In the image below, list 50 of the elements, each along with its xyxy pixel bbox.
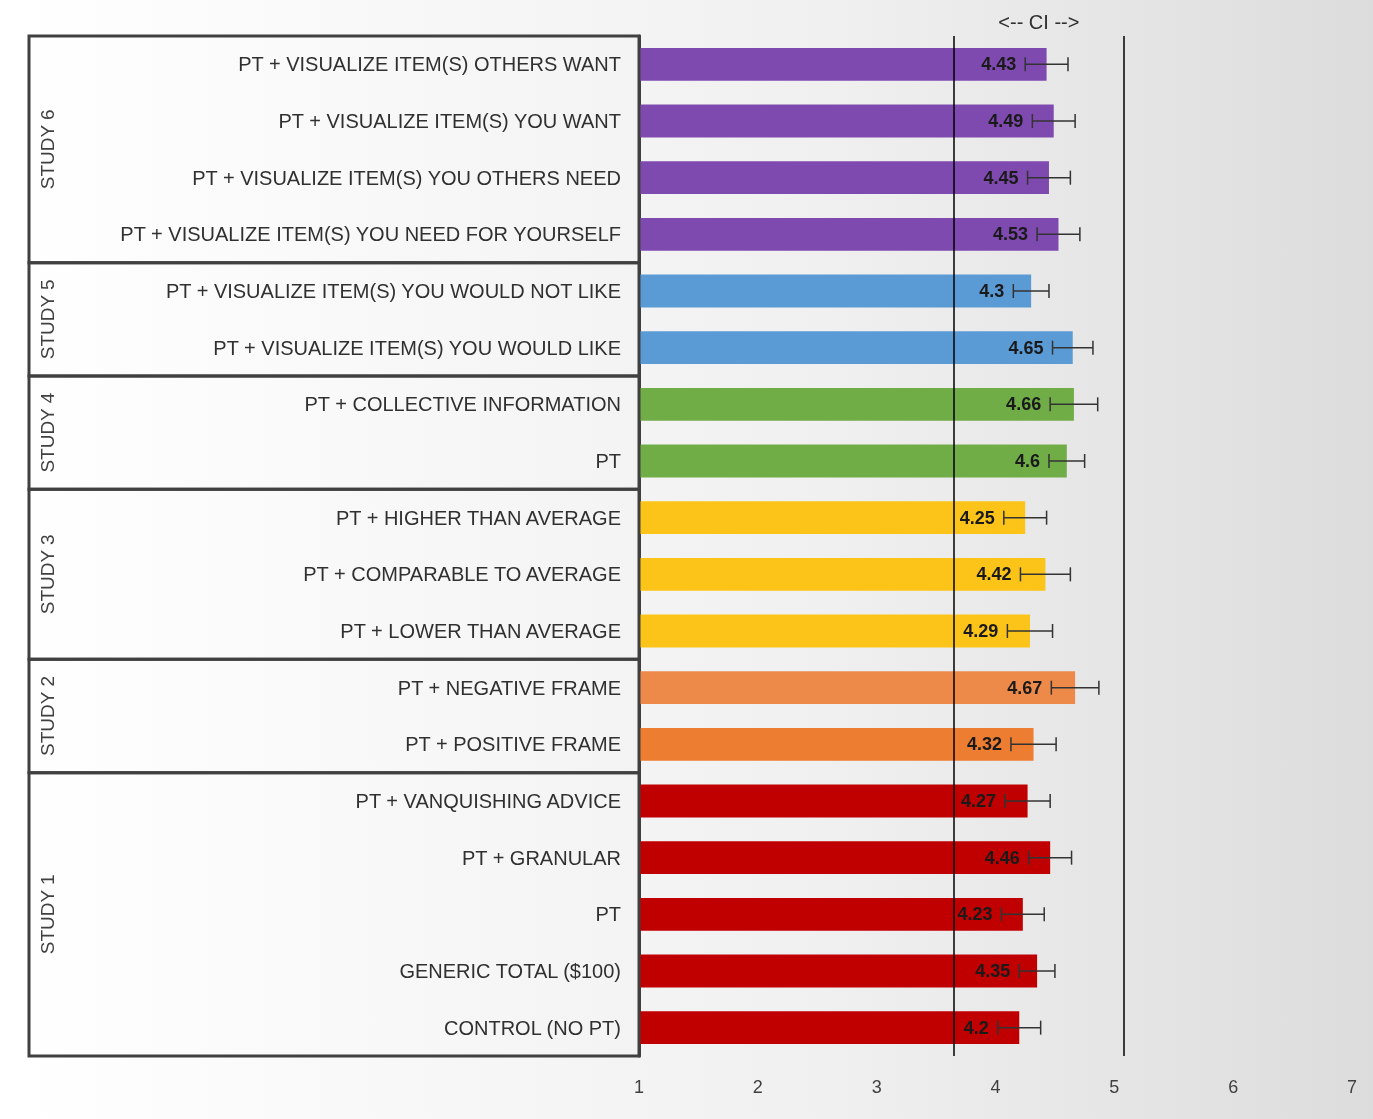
text: STUDY 1 bbox=[36, 874, 58, 955]
x-tick-label: 4 bbox=[990, 1077, 1001, 1097]
data-label: 4.42 bbox=[976, 564, 1012, 585]
data-label: 4.66 bbox=[1006, 394, 1042, 415]
data-label: 4.49 bbox=[988, 111, 1024, 131]
data-label: 4.53 bbox=[993, 224, 1029, 245]
data-label: 4.32 bbox=[966, 734, 1002, 755]
text: STUDY 2 bbox=[36, 676, 58, 756]
text: STUDY 3 bbox=[36, 534, 58, 615]
data-label: 4.67 bbox=[1007, 677, 1043, 698]
y-tick-label: PT + VISUALIZE ITEM(S) YOU WANT bbox=[278, 110, 621, 132]
data-label: 4.25 bbox=[959, 507, 995, 528]
y-tick-label: PT bbox=[595, 450, 621, 472]
y-tick-label: PT + POSITIVE FRAME bbox=[405, 733, 621, 756]
data-label: 4.35 bbox=[975, 961, 1011, 981]
text: <-- CI --> bbox=[998, 11, 1080, 33]
y-tick-label: PT + VISUALIZE ITEM(S) OTHERS WANT bbox=[238, 53, 621, 76]
x-tick-label: 7 bbox=[1346, 1077, 1358, 1097]
y-tick-label: PT + HIGHER THAN AVERAGE bbox=[335, 506, 621, 529]
y-tick-label: PT + VISUALIZE ITEM(S) YOU WOULD LIKE bbox=[213, 336, 621, 359]
text: STUDY 5 bbox=[36, 279, 58, 360]
x-tick-label: 3 bbox=[871, 1077, 882, 1097]
y-tick-label: PT + LOWER THAN AVERAGE bbox=[340, 620, 621, 642]
text: STUDY 6 bbox=[36, 109, 58, 190]
y-tick-label: PT + NEGATIVE FRAME bbox=[397, 676, 621, 699]
data-label: 4.46 bbox=[984, 847, 1020, 868]
y-tick-label: GENERIC TOTAL ($100) bbox=[399, 960, 621, 982]
data-label: 4.23 bbox=[957, 904, 993, 925]
y-tick-label: PT + COLLECTIVE INFORMATION bbox=[304, 393, 621, 416]
y-tick-label: PT + VANQUISHING ADVICE bbox=[355, 790, 621, 812]
y-tick-label: PT + VISUALIZE ITEM(S) YOU WOULD NOT LIKE bbox=[165, 280, 621, 302]
y-tick-label: PT bbox=[595, 903, 621, 926]
y-tick-label: PT + GRANULAR bbox=[461, 846, 621, 869]
data-label: 4.29 bbox=[963, 621, 999, 641]
data-label: 4.43 bbox=[981, 54, 1017, 75]
y-tick-label: CONTROL (NO PT) bbox=[443, 1016, 621, 1039]
text: STUDY 4 bbox=[36, 392, 58, 473]
data-label: 4.45 bbox=[983, 167, 1019, 188]
data-label: 4.6 bbox=[1014, 451, 1040, 471]
data-label: 4.3 bbox=[979, 281, 1005, 301]
y-tick-label: PT + VISUALIZE ITEM(S) YOU NEED FOR YOURSELF bbox=[120, 223, 621, 246]
data-label: 4.27 bbox=[960, 791, 997, 811]
data-label: 4.65 bbox=[1008, 337, 1044, 358]
y-tick-label: PT + COMPARABLE TO AVERAGE bbox=[303, 563, 621, 586]
data-label: 4.2 bbox=[963, 1017, 989, 1038]
x-tick-label: 6 bbox=[1228, 1077, 1239, 1097]
x-tick-label: 2 bbox=[752, 1077, 763, 1097]
y-tick-label: PT + VISUALIZE ITEM(S) YOU OTHERS NEED bbox=[192, 166, 621, 189]
x-tick-label: 1 bbox=[633, 1077, 645, 1097]
x-tick-label: 5 bbox=[1109, 1077, 1120, 1097]
